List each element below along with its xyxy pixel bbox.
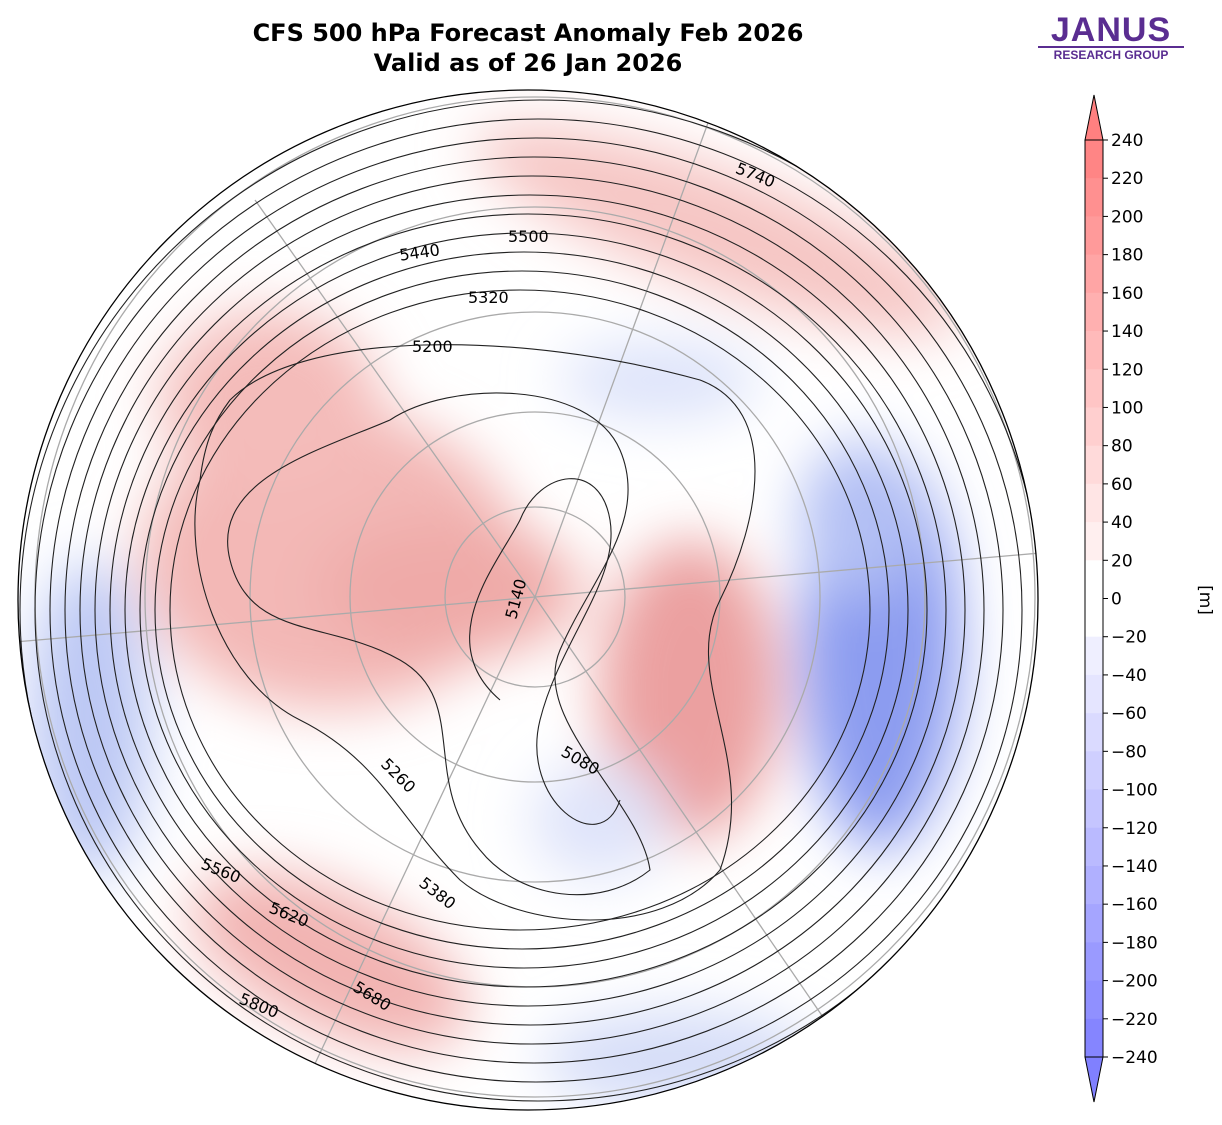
colorbar-tick-label: −60 <box>1111 704 1147 724</box>
colorbar-cell <box>1085 560 1103 599</box>
colorbar-tick-label: −80 <box>1111 742 1147 762</box>
height-contour <box>49 137 1023 1083</box>
colorbar-cell <box>1085 789 1103 829</box>
colorbar-cell <box>1085 216 1103 256</box>
anomaly-positive-pacific <box>190 870 470 1050</box>
colorbar-tick-label: −140 <box>1111 857 1158 877</box>
height-contour <box>64 156 1004 1064</box>
height-contour <box>19 99 1038 1110</box>
colorbar-cell <box>1085 522 1103 561</box>
colorbar-cell <box>1085 827 1103 867</box>
colorbar-tick-label: 160 <box>1111 284 1143 304</box>
colorbar-cell <box>1085 980 1103 1020</box>
colorbar-tick-label: 220 <box>1111 169 1143 189</box>
colorbar-cell <box>1085 369 1103 408</box>
anomaly-positive-arctic <box>320 520 580 660</box>
colorbar-cell <box>1085 331 1103 370</box>
colorbar-extend-max <box>1084 94 1104 141</box>
height-contours <box>19 99 1038 1110</box>
anomaly-field: 5740 5500 5440 5320 5200 5140 5080 5260 … <box>18 90 1038 1110</box>
colorbar-tick-label: −100 <box>1111 781 1158 801</box>
colorbar-extend-min <box>1084 1056 1104 1103</box>
colorbar-tick-label: 120 <box>1111 360 1143 380</box>
chart-title: CFS 500 hPa Forecast Anomaly Feb 2026 Va… <box>0 18 1056 78</box>
colorbar-tick-label: 80 <box>1111 437 1133 457</box>
colorbar-cell <box>1085 636 1103 676</box>
height-contour <box>169 289 871 931</box>
title-line-2: Valid as of 26 Jan 2026 <box>373 49 683 77</box>
colorbar-cell <box>1085 751 1103 791</box>
colorbar-tick-label: −220 <box>1111 1010 1158 1030</box>
map-boundary <box>17 89 1039 1111</box>
colorbar-tick-label: −180 <box>1111 933 1158 953</box>
contour-label: 5320 <box>468 288 509 307</box>
colorbar-label: [m] <box>1195 585 1215 615</box>
janus-logo: JANUS RESEARCH GROUP <box>1038 11 1184 62</box>
colorbar-cell <box>1085 178 1103 217</box>
colorbar-cell <box>1085 292 1103 332</box>
colorbar-tick-label: 140 <box>1111 322 1143 342</box>
height-contour <box>124 232 928 988</box>
colorbar-cell <box>1085 483 1103 523</box>
height-contour <box>79 175 985 1045</box>
colorbar-tick-label: 100 <box>1111 398 1143 418</box>
colorbar-tick-label: −20 <box>1111 628 1147 648</box>
colorbar-tick-label: 20 <box>1111 551 1133 571</box>
contour-label: 5200 <box>412 337 453 356</box>
colorbar-cell <box>1085 674 1103 714</box>
colorbar-tick-label: 180 <box>1111 246 1143 266</box>
height-contour <box>94 194 966 1026</box>
title-line-1: CFS 500 hPa Forecast Anomaly Feb 2026 <box>252 19 804 47</box>
contour-label: 5500 <box>508 227 549 246</box>
colorbar-cell <box>1085 1018 1103 1058</box>
colorbar-cell <box>1085 942 1103 982</box>
colorbar-cell <box>1085 407 1103 447</box>
height-contour <box>34 118 1038 1102</box>
colorbar-tick-label: 60 <box>1111 475 1133 495</box>
colorbar-cell <box>1085 713 1103 752</box>
colorbar-cell <box>1085 904 1103 943</box>
logo-subtitle: RESEARCH GROUP <box>1038 46 1184 62</box>
colorbar-tick-label: −40 <box>1111 666 1147 686</box>
colorbar-tick-label: 200 <box>1111 207 1143 227</box>
anomaly-positive-greenland-siberia <box>600 540 780 840</box>
height-contour <box>139 251 909 969</box>
colorbar-cell <box>1085 598 1103 638</box>
colorbar-tick-label: −200 <box>1111 972 1158 992</box>
anomaly-negative-pacific-rim <box>30 560 150 880</box>
colorbar-tick-label: 0 <box>1111 590 1122 610</box>
colorbar-tick-label: −160 <box>1111 895 1158 915</box>
logo-name: JANUS <box>1050 11 1172 49</box>
anomaly-positive-asia <box>474 124 966 336</box>
polar-map: 5740 5500 5440 5320 5200 5140 5080 5260 … <box>17 89 1039 1111</box>
colorbar-tick-label: 40 <box>1111 513 1133 533</box>
colorbar-cell <box>1085 140 1103 179</box>
colorbar-cell <box>1085 254 1103 294</box>
colorbar-tick-label: −240 <box>1111 1048 1158 1068</box>
height-contour <box>154 270 890 950</box>
colorbar-tick-label: −120 <box>1111 819 1158 839</box>
height-contour <box>109 213 947 1007</box>
colorbar-cell <box>1085 865 1103 905</box>
colorbar-cell <box>1085 445 1103 485</box>
colorbar-tick-label: 240 <box>1111 131 1143 151</box>
